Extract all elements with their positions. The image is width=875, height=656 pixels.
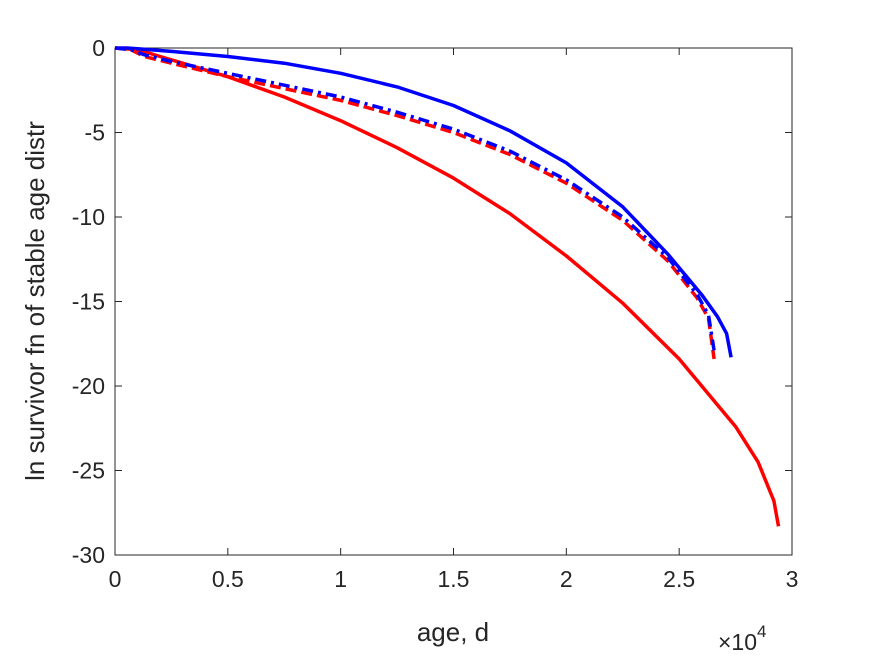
series-line-2 [115, 46, 733, 358]
x-tick-label: 1 [334, 566, 347, 592]
x-multiplier-base: ×10 [718, 629, 757, 655]
x-tick-label: 3 [786, 566, 799, 592]
x-tick-label: 0 [109, 566, 122, 592]
y-tick-label: -30 [72, 542, 105, 568]
x-axis-multiplier: ×104 [718, 622, 766, 655]
x-tick-label: 1.5 [438, 566, 470, 592]
x-tick-label: 2 [560, 566, 573, 592]
x-multiplier-exponent: 4 [757, 622, 766, 641]
series-line-3 [114, 46, 716, 360]
series-layer [114, 46, 781, 527]
x-axis: 0 0.5 1 1.5 2 2.5 3 [109, 48, 799, 592]
y-tick-label: 0 [92, 35, 105, 61]
series-line-4 [114, 46, 716, 351]
series-line-1 [114, 46, 781, 527]
y-tick-label: -20 [72, 373, 105, 399]
y-axis: 0 -5 -10 -15 -20 -25 -30 [72, 35, 792, 568]
x-tick-label: 2.5 [663, 566, 695, 592]
y-tick-label: -10 [72, 204, 105, 230]
y-tick-label: -5 [85, 120, 105, 146]
x-tick-label: 0.5 [212, 566, 244, 592]
y-tick-label: -25 [72, 458, 105, 484]
y-tick-label: -15 [72, 289, 105, 315]
x-axis-label: age, d [417, 617, 489, 647]
y-axis-label: ln survivor fn of stable age distr [20, 121, 50, 481]
